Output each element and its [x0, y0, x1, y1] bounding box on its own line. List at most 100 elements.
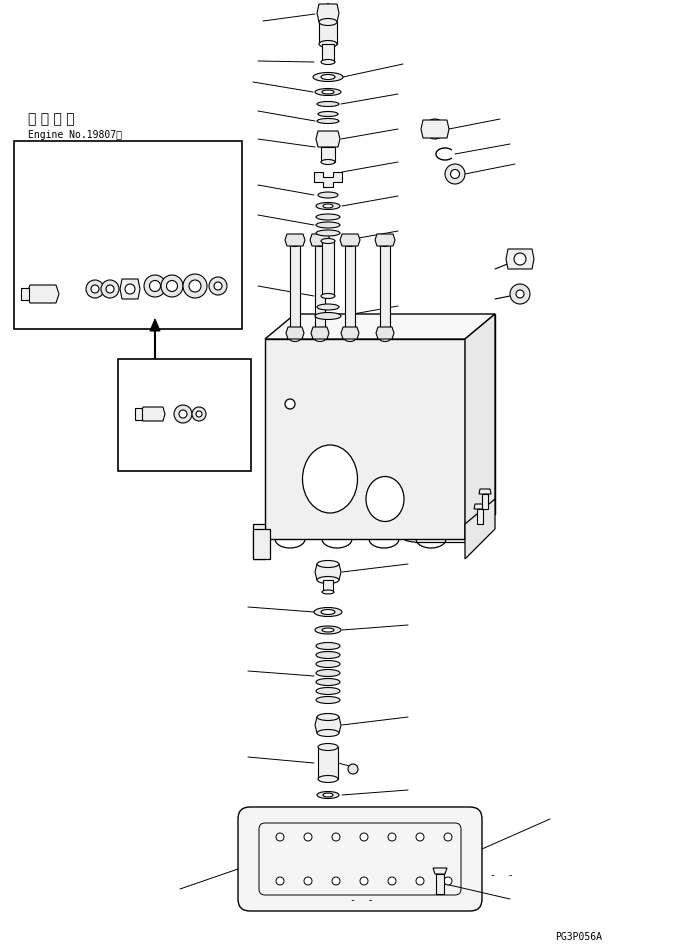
Ellipse shape: [316, 688, 340, 695]
Text: -  -: - -: [490, 869, 513, 879]
Circle shape: [444, 877, 452, 885]
Circle shape: [388, 877, 396, 885]
Ellipse shape: [322, 590, 334, 595]
Circle shape: [209, 278, 227, 295]
Ellipse shape: [380, 243, 390, 247]
Polygon shape: [376, 328, 394, 340]
Bar: [380, 244, 390, 340]
Ellipse shape: [323, 793, 333, 797]
Circle shape: [430, 125, 440, 135]
Ellipse shape: [316, 215, 340, 221]
Ellipse shape: [317, 714, 339, 720]
Ellipse shape: [318, 193, 338, 199]
Circle shape: [285, 399, 295, 410]
Ellipse shape: [317, 305, 339, 311]
Ellipse shape: [345, 337, 355, 342]
Circle shape: [445, 165, 465, 185]
Polygon shape: [340, 235, 360, 246]
Polygon shape: [474, 504, 486, 510]
Circle shape: [510, 285, 530, 305]
Ellipse shape: [321, 239, 335, 244]
Ellipse shape: [290, 243, 300, 247]
Circle shape: [106, 286, 114, 294]
Ellipse shape: [314, 608, 342, 616]
Ellipse shape: [315, 313, 341, 320]
Circle shape: [91, 286, 99, 294]
Polygon shape: [315, 565, 341, 581]
Bar: [319, 23, 337, 45]
Polygon shape: [21, 289, 29, 301]
Ellipse shape: [321, 610, 335, 615]
Ellipse shape: [321, 60, 335, 65]
Polygon shape: [141, 408, 165, 422]
Circle shape: [304, 834, 312, 841]
Bar: [318, 748, 338, 779]
Bar: [477, 510, 483, 525]
Ellipse shape: [317, 577, 339, 584]
Ellipse shape: [315, 626, 341, 634]
Polygon shape: [311, 328, 329, 340]
Ellipse shape: [319, 42, 337, 48]
Circle shape: [86, 280, 104, 298]
Polygon shape: [479, 490, 491, 495]
Ellipse shape: [316, 651, 340, 659]
Circle shape: [214, 282, 222, 291]
Ellipse shape: [317, 102, 339, 108]
Polygon shape: [265, 314, 495, 340]
Circle shape: [516, 291, 524, 298]
Circle shape: [161, 276, 183, 297]
Ellipse shape: [366, 477, 404, 522]
Text: -  -: - -: [350, 894, 374, 904]
Circle shape: [444, 834, 452, 841]
Circle shape: [416, 834, 424, 841]
Ellipse shape: [317, 792, 339, 799]
Polygon shape: [315, 717, 341, 733]
Circle shape: [416, 877, 424, 885]
Ellipse shape: [323, 205, 333, 209]
Ellipse shape: [319, 20, 337, 26]
Bar: [265, 340, 465, 539]
Ellipse shape: [316, 230, 340, 237]
Circle shape: [179, 411, 187, 418]
Circle shape: [348, 765, 358, 774]
Circle shape: [304, 877, 312, 885]
Ellipse shape: [316, 203, 340, 211]
Polygon shape: [433, 868, 447, 874]
Bar: [290, 244, 300, 340]
Polygon shape: [316, 132, 340, 148]
Polygon shape: [253, 525, 265, 560]
Polygon shape: [253, 530, 270, 560]
Bar: [321, 148, 335, 162]
Ellipse shape: [318, 112, 338, 117]
Circle shape: [174, 406, 192, 424]
FancyBboxPatch shape: [238, 807, 482, 911]
Ellipse shape: [380, 337, 390, 342]
Circle shape: [144, 276, 166, 297]
Polygon shape: [310, 235, 330, 246]
Circle shape: [101, 280, 119, 298]
Ellipse shape: [317, 561, 339, 568]
Ellipse shape: [302, 446, 357, 514]
Ellipse shape: [318, 776, 338, 783]
Polygon shape: [285, 235, 305, 246]
Ellipse shape: [317, 730, 339, 736]
Polygon shape: [375, 235, 395, 246]
Text: PG3P056A: PG3P056A: [555, 931, 602, 941]
Ellipse shape: [313, 74, 343, 82]
Polygon shape: [120, 279, 140, 299]
Ellipse shape: [290, 337, 300, 342]
Ellipse shape: [316, 223, 340, 228]
Polygon shape: [421, 121, 449, 139]
Polygon shape: [286, 328, 304, 340]
Bar: [118, 360, 251, 471]
Bar: [436, 874, 444, 894]
Circle shape: [276, 877, 284, 885]
Ellipse shape: [321, 76, 335, 80]
Polygon shape: [135, 409, 142, 421]
Circle shape: [360, 877, 368, 885]
Bar: [315, 244, 325, 340]
Circle shape: [189, 280, 201, 293]
Circle shape: [425, 120, 445, 140]
Ellipse shape: [321, 160, 335, 165]
Circle shape: [192, 408, 206, 422]
